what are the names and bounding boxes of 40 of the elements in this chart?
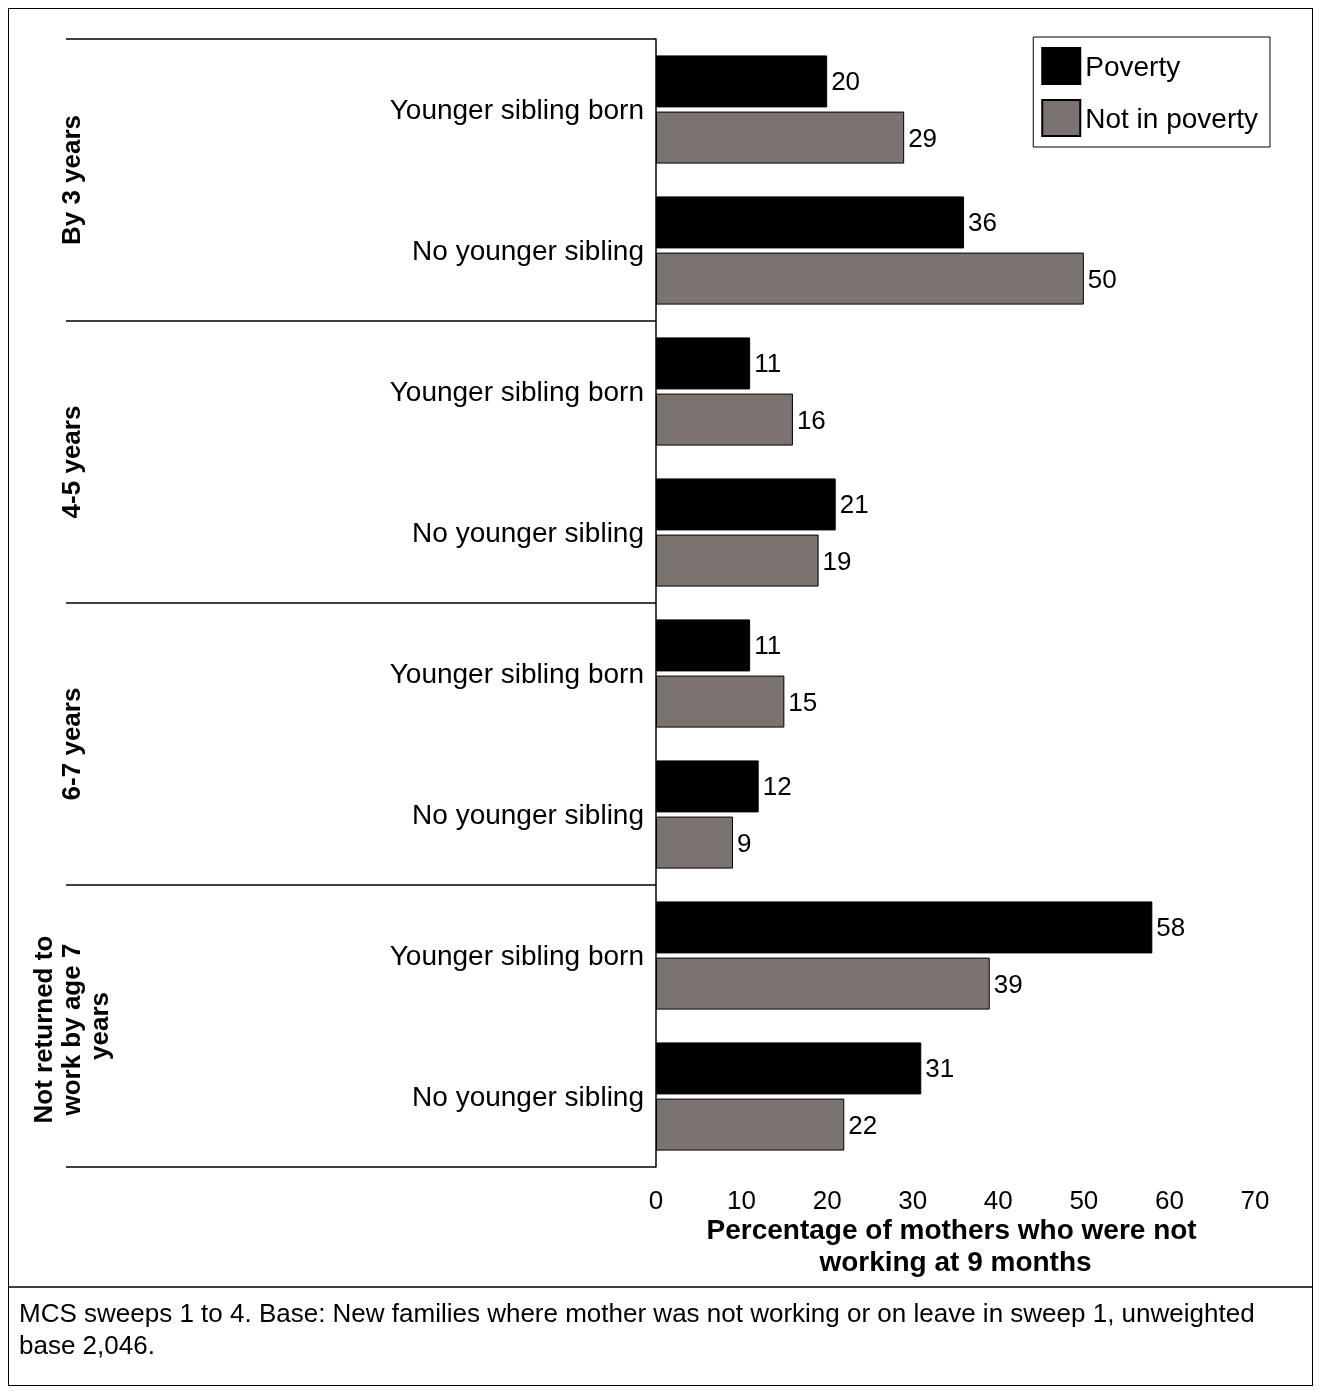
data-label: 11 — [754, 630, 782, 661]
data-label: 15 — [788, 686, 818, 717]
x-tick-label: 50 — [1069, 1185, 1099, 1215]
y-tick-label: No younger sibling — [412, 517, 644, 548]
y-tick-label: Younger sibling born — [389, 658, 644, 689]
x-tick-label: 30 — [898, 1185, 928, 1215]
data-label: 21 — [839, 489, 869, 520]
data-label: 39 — [993, 968, 1023, 999]
text: MCS sweeps 1 to 4. Base: New families where mother was not working or on leave in sweep 1, unweighted base 2,046. — [19, 1298, 1262, 1360]
data-label: 12 — [762, 771, 792, 802]
y-tick-label: Younger sibling born — [389, 376, 644, 407]
y-tick-label: No younger sibling — [412, 1081, 644, 1112]
text: 6-7 years — [56, 687, 86, 801]
x-tick-label: 20 — [812, 1185, 842, 1215]
text: Not returned to work by age 7 years — [28, 928, 114, 1124]
x-tick-label: 0 — [648, 1185, 664, 1215]
y-tick-label: No younger sibling — [412, 235, 644, 266]
data-label: 19 — [822, 545, 852, 576]
data-label: 11 — [754, 348, 782, 379]
x-tick-label: 60 — [1154, 1185, 1184, 1215]
data-label: 36 — [968, 207, 997, 238]
data-label: 9 — [737, 827, 752, 858]
data-label: 20 — [831, 66, 861, 97]
data-label: 22 — [848, 1109, 878, 1140]
legend-label: Poverty — [1085, 50, 1181, 82]
data-label: 50 — [1087, 263, 1117, 294]
y-tick-label: Younger sibling born — [389, 940, 644, 971]
x-tick-label: 70 — [1240, 1185, 1270, 1215]
data-label: 31 — [925, 1053, 955, 1084]
data-label: 29 — [908, 122, 938, 153]
legend-label: Not in poverty — [1085, 102, 1259, 134]
x-tick-label: 10 — [727, 1185, 757, 1215]
y-tick-label: Younger sibling born — [389, 94, 644, 125]
y-tick-label: No younger sibling — [412, 799, 644, 830]
x-axis-title: Percentage of mothers who were not working at 9 months — [706, 1213, 1205, 1277]
text: By 3 years — [56, 114, 86, 246]
text: 4-5 years — [56, 405, 86, 519]
data-label: 58 — [1156, 912, 1186, 943]
data-label: 16 — [796, 404, 826, 435]
x-tick-label: 40 — [983, 1185, 1013, 1215]
